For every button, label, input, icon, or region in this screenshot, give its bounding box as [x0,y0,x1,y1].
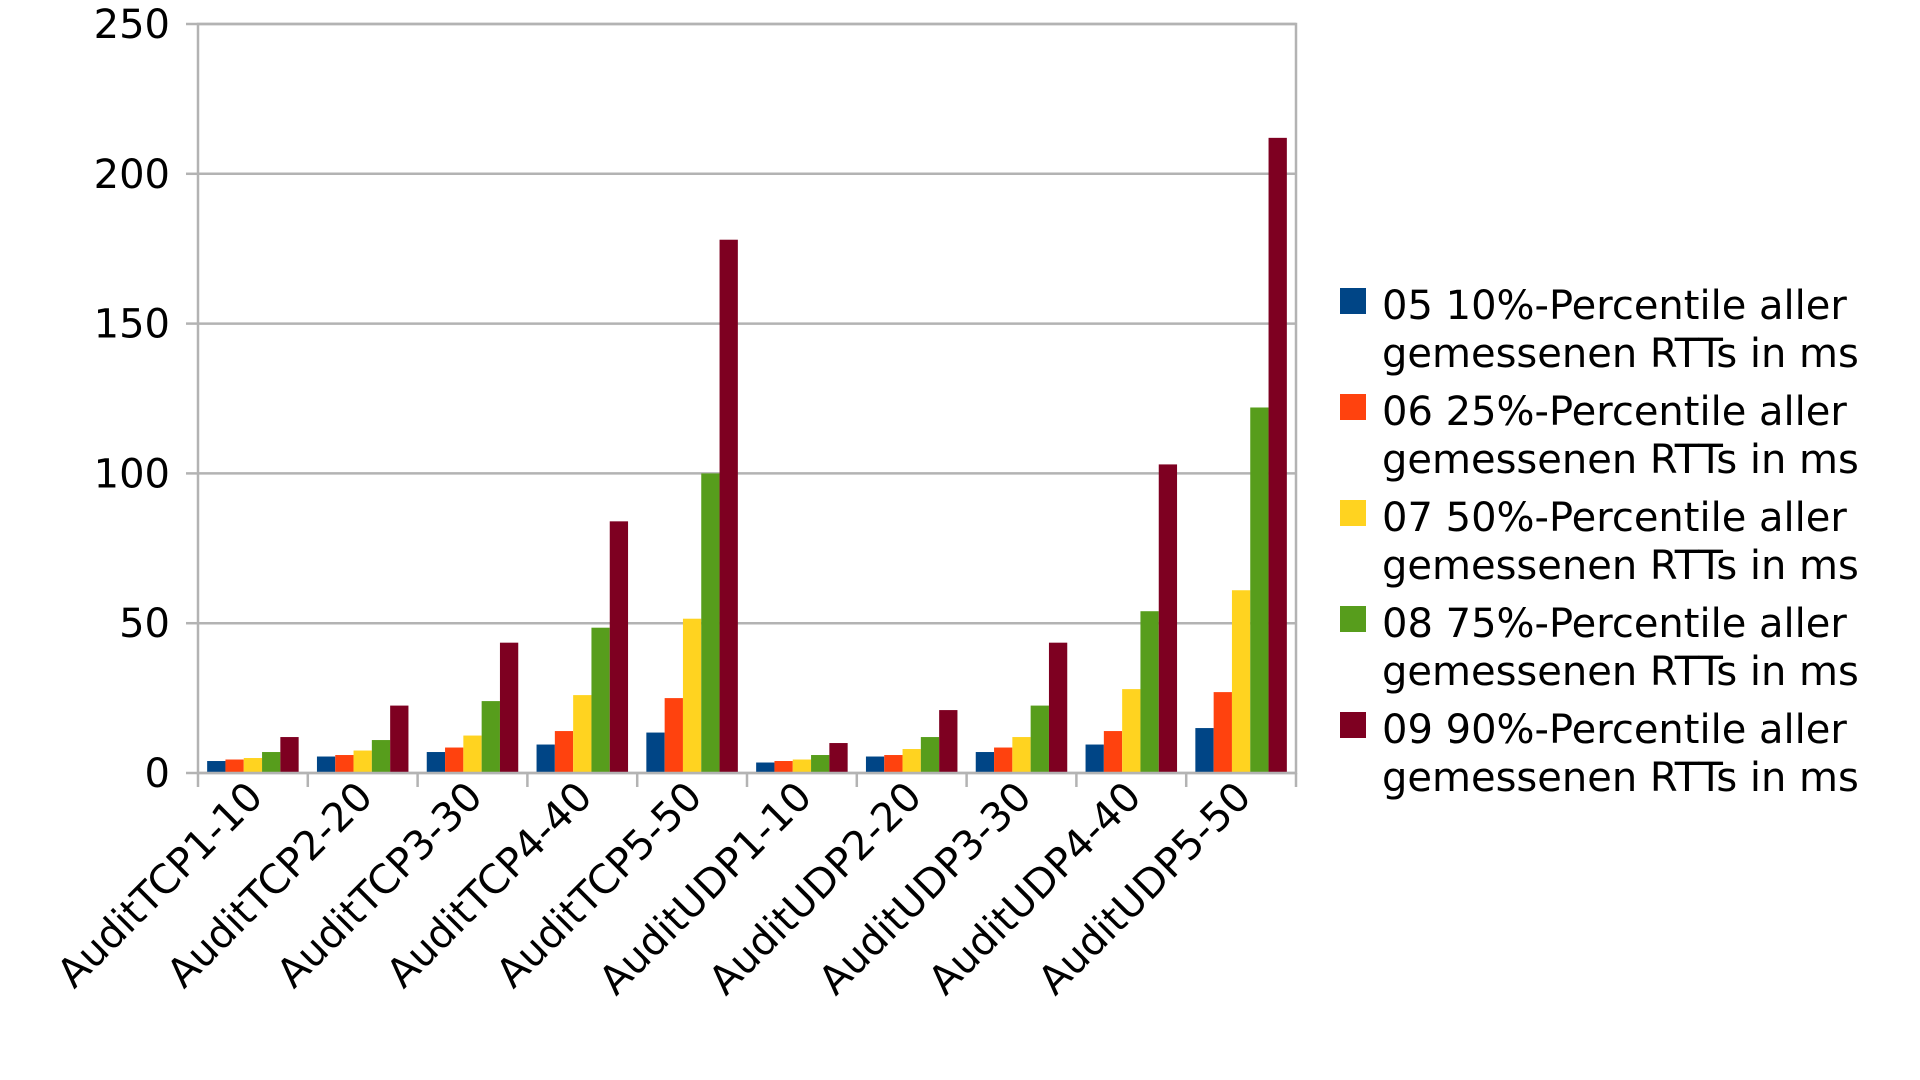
bar [829,743,848,773]
y-tick-label: 100 [94,451,170,497]
y-tick-label: 200 [94,152,170,198]
legend-label: 09 90%-Percentile aller gemessenen RTTs … [1382,707,1859,801]
bar [207,761,226,773]
bar [994,747,1013,773]
bar [353,750,372,773]
legend-label: 05 10%-Percentile aller gemessenen RTTs … [1382,283,1859,377]
bar [792,759,812,773]
bar [1158,464,1178,773]
gridlines [198,22,1296,775]
bar [609,521,629,773]
legend-swatch [1340,500,1366,526]
y-tick-label: 50 [119,601,170,647]
legend-swatch [1340,288,1366,314]
legend-label: 08 75%-Percentile aller gemessenen RTTs … [1382,601,1859,695]
bar [811,755,830,773]
bar [1250,407,1269,773]
bar [719,239,738,773]
bar [902,749,921,773]
legend-swatch [1340,606,1366,632]
bar [225,759,244,773]
legend-item: 07 50%-Percentile aller gemessenen RTTs … [1340,494,1910,590]
bar [280,737,299,773]
legend-item: 08 75%-Percentile aller gemessenen RTTs … [1340,600,1910,696]
legend-label: 06 25%-Percentile aller gemessenen RTTs … [1382,389,1859,483]
bar [243,758,263,773]
bar [445,747,464,773]
bar [756,762,775,773]
axes [186,22,1298,787]
bar [1103,731,1123,773]
bar [920,737,940,773]
bar [664,698,683,773]
bar [865,756,885,773]
bar [591,627,610,773]
bar [335,755,354,773]
bar [646,732,665,773]
bar [701,473,720,773]
bar [1085,744,1104,773]
legend: 05 10%-Percentile aller gemessenen RTTs … [1340,282,1910,812]
bar [426,752,446,773]
y-tick-label: 0 [145,751,170,797]
bar [939,710,958,773]
bar [463,735,482,773]
bar [573,695,592,773]
bar [1048,642,1068,773]
plot-frame [196,22,1298,775]
bar [536,744,555,773]
bar [1213,692,1232,773]
legend-swatch [1340,394,1366,420]
bar [316,756,336,773]
bar [554,731,574,773]
bar [975,752,995,773]
bar [481,701,500,773]
bar [884,755,903,773]
bar [1012,737,1031,773]
y-tick-label: 150 [94,302,170,348]
axis-labels: 050100150200250AuditTCP1-10AuditTCP2-20A… [49,2,1261,1004]
bar [390,705,409,773]
bar [1195,728,1214,773]
legend-item: 06 25%-Percentile aller gemessenen RTTs … [1340,388,1910,484]
legend-swatch [1340,712,1366,738]
bar [1122,689,1141,773]
legend-item: 09 90%-Percentile aller gemessenen RTTs … [1340,706,1910,802]
legend-item: 05 10%-Percentile aller gemessenen RTTs … [1340,282,1910,378]
bar [1268,137,1287,773]
legend-label: 07 50%-Percentile aller gemessenen RTTs … [1382,495,1859,589]
bar [499,642,519,773]
bar [1231,590,1251,773]
bar [774,761,793,773]
bar [262,752,281,773]
bar [371,740,391,773]
bars [207,137,1287,773]
bar [1140,611,1159,773]
bar [682,618,702,773]
bar [1030,705,1049,773]
y-tick-label: 250 [94,2,170,48]
